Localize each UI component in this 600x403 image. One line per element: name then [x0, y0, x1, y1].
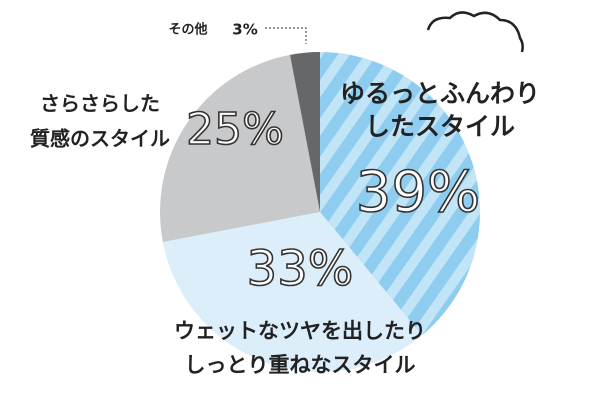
category-label: さらさらした	[40, 92, 160, 116]
value-label: 25%	[186, 104, 284, 155]
pie-slice	[160, 54, 320, 242]
category-label: したスタイル	[365, 112, 515, 141]
value-label: 33%	[247, 241, 354, 297]
category-label: その他	[168, 22, 207, 38]
category-label: ゆるっとふんわり	[340, 79, 540, 108]
category-label: 質感のスタイル	[30, 127, 170, 151]
value-label: 3%	[232, 21, 257, 39]
pie-slice	[290, 52, 320, 212]
slice-stripes	[320, 52, 480, 336]
value-label: 39%	[356, 160, 480, 225]
leader-line	[265, 27, 307, 44]
category-label: ウェットなツヤを出したり	[174, 319, 426, 343]
category-label: しっとり重ねなスタイル	[185, 353, 416, 377]
pie-slice	[162, 212, 422, 372]
cloud-decoration	[426, 11, 524, 53]
